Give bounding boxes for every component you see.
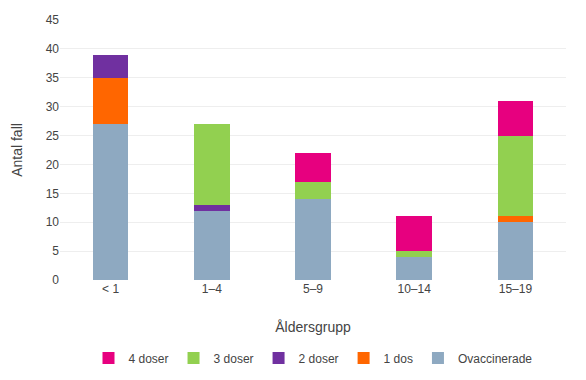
svg-text:25: 25 [46,129,60,143]
svg-text:20: 20 [46,158,60,172]
svg-text:5–9: 5–9 [303,282,323,296]
svg-text:Antal fall: Antal fall [9,123,25,177]
svg-text:45: 45 [46,13,60,27]
svg-text:1 dos: 1 dos [384,352,413,366]
svg-text:15–19: 15–19 [499,282,533,296]
svg-text:Ovaccinerade: Ovaccinerade [458,352,532,366]
svg-text:10: 10 [46,215,60,229]
svg-text:0: 0 [52,273,59,287]
svg-text:4 doser: 4 doser [129,352,169,366]
svg-text:Åldersgrupp: Åldersgrupp [275,319,351,335]
svg-text:15: 15 [46,187,60,201]
svg-text:1–4: 1–4 [202,282,222,296]
svg-text:40: 40 [46,42,60,56]
svg-text:35: 35 [46,71,60,85]
svg-text:< 1: < 1 [102,282,119,296]
svg-text:2 doser: 2 doser [299,352,339,366]
svg-text:5: 5 [52,244,59,258]
svg-text:30: 30 [46,100,60,114]
svg-text:10–14: 10–14 [398,282,432,296]
svg-text:3 doser: 3 doser [214,352,254,366]
